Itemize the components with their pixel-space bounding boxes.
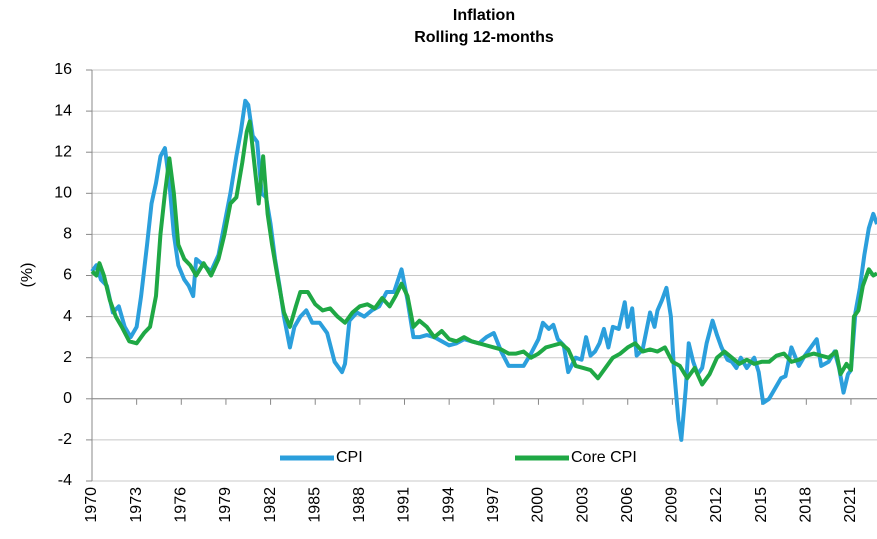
y-tick-label: 10 bbox=[54, 185, 72, 202]
x-tick-label: 2012 bbox=[708, 487, 725, 523]
y-tick-label: 2 bbox=[63, 349, 72, 366]
legend-label: Core CPI bbox=[571, 449, 637, 466]
series-line bbox=[90, 119, 877, 387]
y-tick-label: -2 bbox=[58, 431, 72, 448]
x-tick-label: 1988 bbox=[351, 487, 368, 523]
y-tick-label: 8 bbox=[63, 226, 72, 243]
y-tick-label: 0 bbox=[63, 390, 72, 407]
x-tick-label: 2015 bbox=[753, 487, 770, 523]
x-tick-label: 2000 bbox=[530, 487, 547, 523]
x-tick-label: 1970 bbox=[83, 487, 100, 523]
y-tick-label: 16 bbox=[54, 61, 72, 78]
x-tick-label: 1994 bbox=[440, 487, 457, 523]
y-tick-label: -4 bbox=[58, 472, 72, 489]
x-tick-label: 1985 bbox=[306, 487, 323, 523]
chart-subtitle: Rolling 12-months bbox=[414, 29, 554, 46]
x-tick-label: 1982 bbox=[262, 487, 279, 523]
x-tick-label: 2021 bbox=[842, 487, 859, 523]
x-tick-label: 2006 bbox=[619, 487, 636, 523]
x-tick-label: 2018 bbox=[798, 487, 815, 523]
y-tick-label: 4 bbox=[63, 308, 72, 325]
x-tick-label: 1979 bbox=[217, 487, 234, 523]
chart-title: Inflation bbox=[453, 7, 515, 24]
y-tick-label: 14 bbox=[54, 102, 72, 119]
y-tick-label: 12 bbox=[54, 143, 72, 160]
x-tick-label: 2009 bbox=[664, 487, 681, 523]
x-tick-label: 1997 bbox=[485, 487, 502, 523]
legend-label: CPI bbox=[336, 449, 363, 466]
y-axis-label: (%) bbox=[19, 263, 36, 288]
y-tick-label: 6 bbox=[63, 267, 72, 284]
x-tick-label: 1973 bbox=[128, 487, 145, 523]
x-tick-label: 1991 bbox=[396, 487, 413, 523]
x-tick-label: 2003 bbox=[574, 487, 591, 523]
x-tick-label: 1976 bbox=[173, 487, 190, 523]
